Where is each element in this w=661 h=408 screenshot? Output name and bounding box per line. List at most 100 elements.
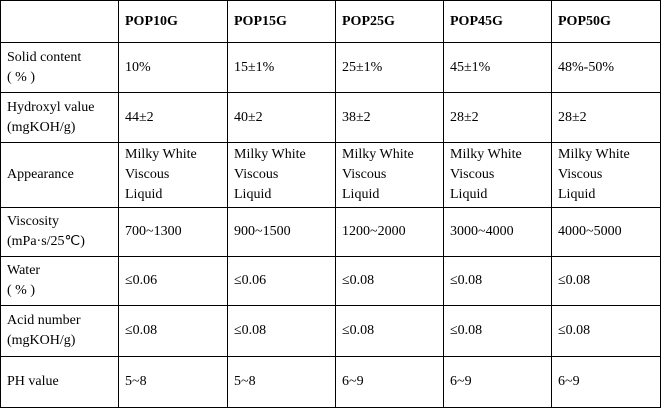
table-cell: Milky White Viscous Liquid (443, 142, 552, 208)
table-cell: ≤0.08 (551, 256, 661, 306)
table-cell: 28±2 (443, 92, 552, 143)
cell-text: ≤0.08 (558, 273, 591, 288)
cell-text: 28±2 (558, 109, 587, 125)
row-label: Appearance (0, 142, 119, 208)
column-header: POP25G (335, 0, 444, 43)
cell-text: 48%-50% (558, 59, 614, 75)
cell-line: Liquid (234, 187, 272, 202)
cell-line: Viscous (450, 167, 495, 182)
column-header: POP15G (227, 0, 336, 43)
cell-text: 44±2 (125, 109, 154, 125)
cell-text: 10% (125, 59, 151, 75)
table-row: Appearance Milky White Viscous Liquid Milky … (0, 142, 661, 208)
cell-line: Liquid (125, 187, 163, 202)
table-row: Solid content ( % ) 10% 15±1% 25±1% 45±1% 48%-… (0, 42, 661, 93)
row-label: Acid number (mgKOH/g) (0, 305, 119, 357)
cell-line: Milky White (125, 147, 197, 162)
table-cell: ≤0.08 (118, 305, 228, 357)
table-cell: ≤0.08 (551, 305, 661, 357)
cell-line: Liquid (558, 187, 596, 202)
row-label: PH value (0, 356, 119, 408)
table-cell: 4000~5000 (551, 207, 661, 257)
cell-text: 4000~5000 (558, 224, 622, 239)
cell-text: 6~9 (450, 374, 472, 389)
table-cell: Milky White Viscous Liquid (551, 142, 661, 208)
cell-line: ( % ) (7, 69, 35, 85)
cell-line: Water (7, 263, 41, 278)
table-cell: ≤0.08 (443, 256, 552, 306)
table-cell: 3000~4000 (443, 207, 552, 257)
table-row: Hydroxyl value (mgKOH/g) 44±2 40±2 38±2 28±2 2… (0, 92, 661, 143)
table-cell: 6~9 (443, 356, 552, 408)
table-cell: ≤0.08 (335, 305, 444, 357)
table-cell: ≤0.06 (118, 256, 228, 306)
cell-text: 3000~4000 (450, 224, 514, 239)
cell-line: (mPa·s/25℃) (7, 234, 85, 249)
cell-text: 700~1300 (125, 224, 182, 239)
header-row: POP10G POP15G POP25G POP45G POP50G (0, 0, 661, 43)
cell-line: Viscous (125, 167, 170, 182)
corner-cell (0, 0, 119, 43)
cell-text: ≤0.06 (125, 273, 158, 288)
row-label: Viscosity (mPa·s/25℃) (0, 207, 119, 257)
cell-text: ≤0.08 (450, 323, 483, 338)
table-cell: ≤0.08 (227, 305, 336, 357)
cell-text: 5~8 (234, 374, 256, 389)
row-label: Water ( % ) (0, 256, 119, 306)
cell-line: Viscous (558, 167, 603, 182)
table-cell: ≤0.08 (443, 305, 552, 357)
row-label: Solid content ( % ) (0, 42, 119, 93)
table-cell: 38±2 (335, 92, 444, 143)
cell-line: Milky White (450, 147, 522, 162)
table-cell: 6~9 (551, 356, 661, 408)
cell-line: Viscosity (7, 214, 60, 229)
cell-line: Milky White (558, 147, 630, 162)
table-cell: 1200~2000 (335, 207, 444, 257)
column-header: POP45G (443, 0, 552, 43)
cell-line: Milky White (234, 147, 306, 162)
cell-line: (mgKOH/g) (7, 119, 76, 135)
table-cell: 900~1500 (227, 207, 336, 257)
table-cell: 5~8 (118, 356, 228, 408)
table-cell: Milky White Viscous Liquid (227, 142, 336, 208)
cell-line: Milky White (342, 147, 414, 162)
table-cell: 28±2 (551, 92, 661, 143)
cell-line: Solid content (7, 49, 82, 65)
cell-line: PH value (7, 374, 59, 389)
cell-text: 900~1500 (234, 224, 291, 239)
cell-line: Acid number (7, 313, 81, 328)
table-cell: 48%-50% (551, 42, 661, 93)
cell-line: ( % ) (7, 283, 35, 298)
table-cell: 700~1300 (118, 207, 228, 257)
cell-line: Viscous (342, 167, 387, 182)
cell-line: Viscous (234, 167, 279, 182)
table-cell: ≤0.06 (227, 256, 336, 306)
cell-text: ≤0.08 (450, 273, 483, 288)
table-row: Viscosity (mPa·s/25℃) 700~1300 900~1500 1200… (0, 207, 661, 257)
table-cell: Milky White Viscous Liquid (118, 142, 228, 208)
table-row: PH value 5~8 5~8 6~9 6~9 6~9 (0, 356, 661, 408)
cell-text: ≤0.08 (342, 323, 375, 338)
cell-text: ≤0.08 (342, 273, 375, 288)
cell-line: Appearance (7, 167, 74, 182)
cell-text: 28±2 (450, 109, 479, 125)
cell-text: ≤0.08 (558, 323, 591, 338)
table-row: Water ( % ) ≤0.06 ≤0.06 ≤0.08 ≤0.08 ≤0.08 (0, 256, 661, 306)
cell-line: (mgKOH/g) (7, 333, 76, 348)
cell-text: 1200~2000 (342, 224, 406, 239)
column-header: POP10G (118, 0, 228, 43)
cell-line: Liquid (342, 187, 380, 202)
cell-text: 40±2 (234, 109, 263, 125)
cell-text: ≤0.08 (234, 323, 267, 338)
table-cell: 40±2 (227, 92, 336, 143)
table-cell: 5~8 (227, 356, 336, 408)
table-cell: 10% (118, 42, 228, 93)
cell-text: 5~8 (125, 374, 147, 389)
table-cell: 25±1% (335, 42, 444, 93)
table-cell: 6~9 (335, 356, 444, 408)
cell-text: 6~9 (342, 374, 364, 389)
cell-text: 25±1% (342, 59, 383, 75)
cell-text: 6~9 (558, 374, 580, 389)
